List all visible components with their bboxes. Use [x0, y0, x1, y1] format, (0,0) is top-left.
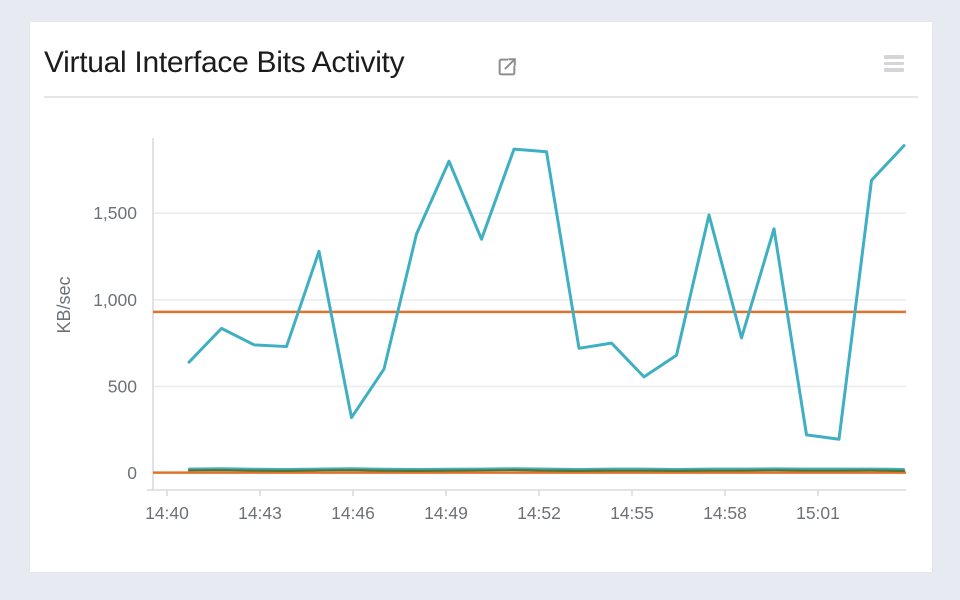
external-link-icon[interactable]: [496, 56, 518, 78]
chart-svg: 0 500 1,000 1,500 KB/sec 14:40 14:43 14:46 14:49…: [54, 138, 906, 523]
x-tick-label: 14:52: [517, 503, 561, 523]
header-divider: [44, 96, 918, 98]
series-kb-sec-low-teal-edge: [188, 467, 905, 470]
x-tick-label: 14:58: [703, 503, 747, 523]
menu-icon[interactable]: [884, 55, 904, 73]
menu-bar: [884, 61, 904, 65]
y-axis-title: KB/sec: [54, 276, 74, 333]
widget-title: Virtual Interface Bits Activity: [44, 46, 405, 79]
widget-header: Virtual Interface Bits Activity: [30, 22, 932, 96]
x-tick-label: 14:40: [145, 503, 189, 523]
x-tick-label: 14:49: [424, 503, 468, 523]
y-tick-label: 1,500: [93, 203, 137, 223]
series-kb-sec-main-teal: [187, 144, 906, 441]
y-tick-label: 1,000: [93, 290, 137, 310]
line-chart: 0 500 1,000 1,500 KB/sec 14:40 14:43 14:46 14:49…: [30, 98, 932, 572]
y-tick-label: 500: [108, 376, 137, 396]
chart-widget-card: Virtual Interface Bits Activity 0 500 1,00…: [30, 22, 932, 572]
menu-bar: [884, 55, 904, 59]
x-tick-label: 14:46: [331, 503, 375, 523]
x-tick-label: 14:55: [610, 503, 654, 523]
x-tick-label: 15:01: [796, 503, 840, 523]
menu-bar: [884, 68, 904, 72]
y-tick-label: 0: [127, 463, 137, 483]
x-tick-label: 14:43: [238, 503, 282, 523]
series-kb-sec-low-green: [187, 468, 906, 472]
